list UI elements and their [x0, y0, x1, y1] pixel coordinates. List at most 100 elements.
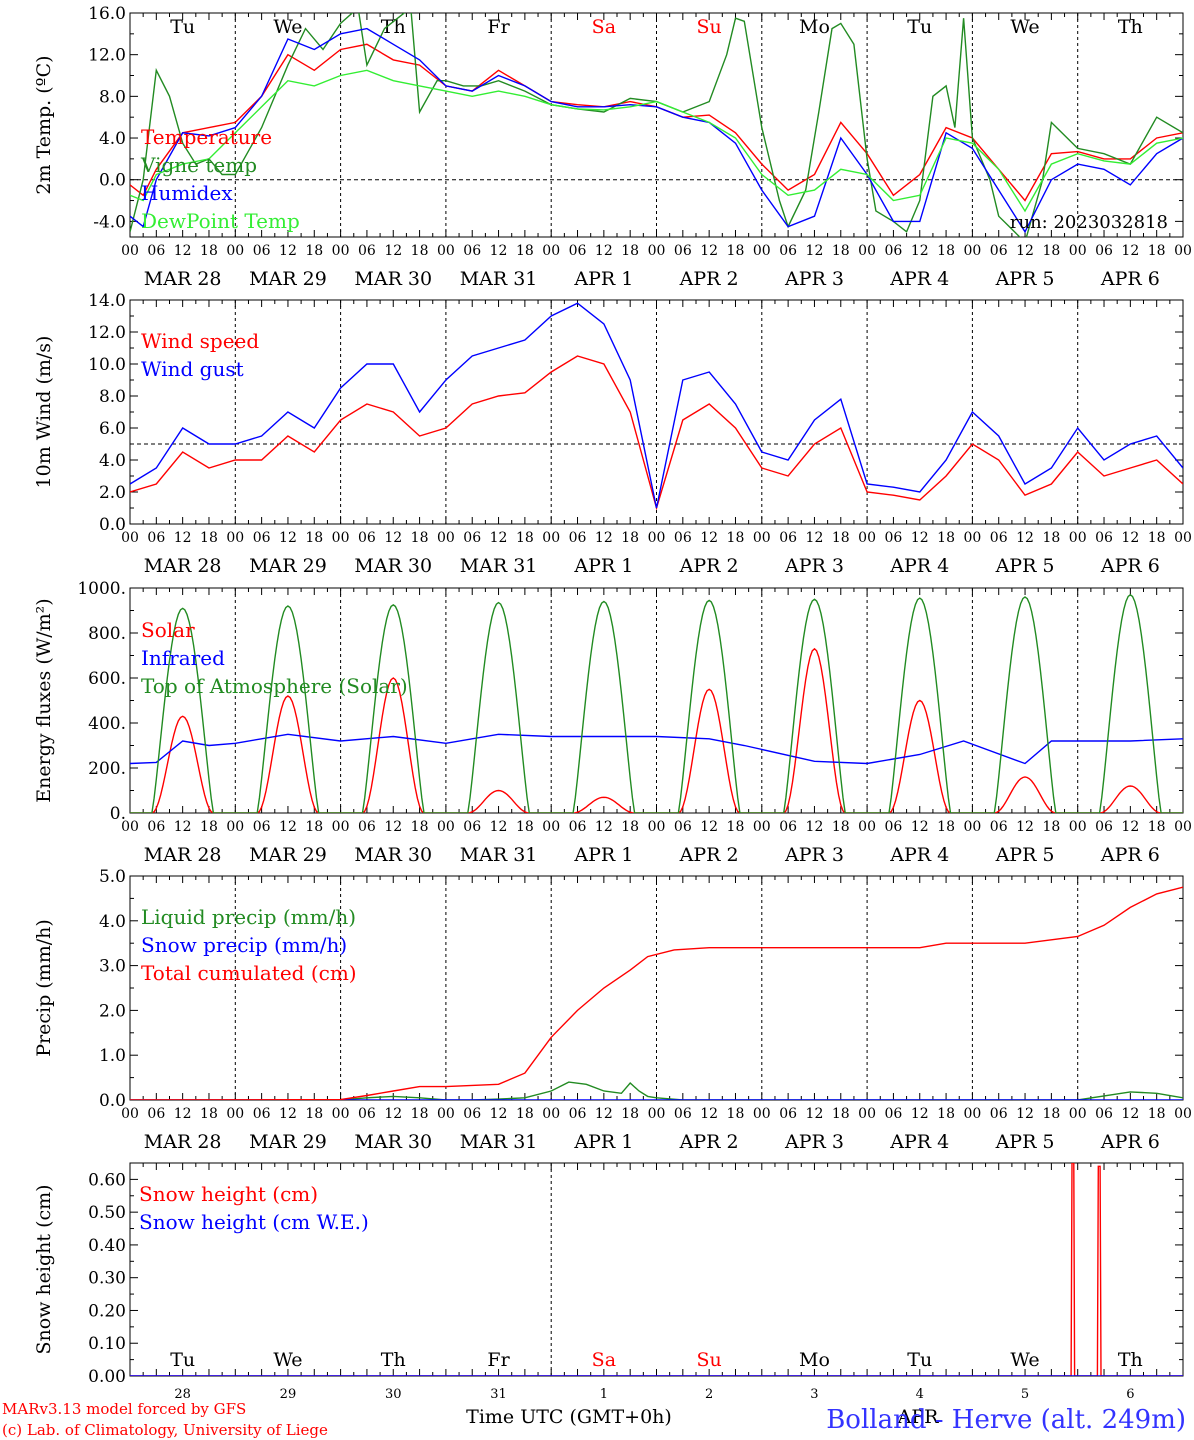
date-label: APR 2 — [679, 1131, 739, 1153]
hour-label: 06 — [147, 243, 165, 259]
y-tick-label: 12.0 — [88, 46, 126, 66]
hour-label: 06 — [253, 243, 271, 259]
hour-label: 12 — [700, 530, 718, 546]
hour-label: 06 — [1095, 243, 1113, 259]
hour-label: 06 — [463, 530, 481, 546]
hour-label: 18 — [1148, 819, 1166, 835]
date-label: APR 5 — [995, 555, 1055, 577]
hour-label: 18 — [621, 1106, 639, 1122]
hour-label: 18 — [305, 819, 323, 835]
x-axis-month: APR — [897, 1406, 940, 1428]
legend-entry: Temperature — [141, 125, 272, 149]
hour-label: 00 — [226, 819, 244, 835]
hour-label: 12 — [1016, 530, 1034, 546]
hour-label: 00 — [121, 1106, 139, 1122]
hour-label: 12 — [174, 243, 192, 259]
weekday-label: Tu — [170, 1349, 195, 1371]
hour-label: 12 — [700, 243, 718, 259]
date-label: APR 2 — [679, 555, 739, 577]
date-label: MAR 30 — [354, 268, 432, 290]
series-line-total-cumulated-cm — [130, 886, 1183, 1100]
hour-label: 18 — [727, 530, 745, 546]
weekday-label: Tu — [907, 1349, 932, 1371]
legend-entry: DewPoint Temp — [141, 209, 300, 233]
day-number: 6 — [1126, 1387, 1134, 1402]
hour-label: 12 — [384, 530, 402, 546]
hour-label: 12 — [911, 819, 929, 835]
date-label: MAR 31 — [460, 844, 538, 866]
legend-entry: Solar — [141, 618, 195, 642]
y-tick-label: 600. — [88, 669, 126, 689]
hour-label: 12 — [911, 1106, 929, 1122]
date-label: MAR 28 — [144, 1131, 222, 1153]
panel-precip: 0.0 1.0 2.0 3.0 4.0 5.0 Precip (mm/h) 00 06 12 18 0… — [33, 867, 1192, 1153]
hour-label: 00 — [858, 819, 876, 835]
hour-label: 00 — [437, 530, 455, 546]
hour-label: 12 — [595, 1106, 613, 1122]
legend-entry: Snow height (cm) — [139, 1182, 318, 1206]
hour-label: 00 — [1174, 530, 1192, 546]
hour-label: 18 — [727, 819, 745, 835]
y-tick-label: 0.0 — [99, 1091, 126, 1111]
date-label: APR 4 — [889, 1131, 949, 1153]
hour-label: 18 — [727, 243, 745, 259]
y-tick-label: 0.40 — [88, 1236, 126, 1256]
weekday-label: Th — [1118, 1349, 1143, 1371]
date-label: APR 1 — [573, 555, 633, 577]
hour-label: 12 — [384, 1106, 402, 1122]
hour-label: 00 — [332, 1106, 350, 1122]
plot-frame — [129, 587, 1184, 814]
hour-label: 18 — [411, 243, 429, 259]
y-tick-label: 0.60 — [88, 1170, 126, 1190]
hour-label: 18 — [1148, 530, 1166, 546]
y-tick-label: 4.0 — [99, 451, 126, 471]
hour-label: 12 — [490, 243, 508, 259]
plot-area — [130, 13, 1183, 237]
y-axis-label: Energy fluxes (W/m²) — [33, 598, 55, 802]
hour-label: 06 — [463, 819, 481, 835]
hour-label: 00 — [226, 243, 244, 259]
weekday-label: Su — [697, 16, 722, 38]
hour-label: 00 — [963, 1106, 981, 1122]
hour-label: 12 — [1121, 1106, 1139, 1122]
weekday-label: Th — [381, 16, 406, 38]
date-label: MAR 28 — [144, 555, 222, 577]
hour-label: 18 — [1148, 1106, 1166, 1122]
day-number: 3 — [810, 1387, 818, 1402]
hour-label: 06 — [569, 243, 587, 259]
hour-label: 18 — [621, 819, 639, 835]
credit-line-1: MARv3.13 model forced by GFS — [2, 1400, 246, 1418]
hour-label: 12 — [595, 530, 613, 546]
hour-label: 06 — [990, 243, 1008, 259]
weekday-label: We — [1010, 1349, 1039, 1371]
date-label: APR 6 — [1100, 1131, 1160, 1153]
day-number: 2 — [705, 1387, 713, 1402]
hour-label: 06 — [358, 530, 376, 546]
hour-label: 18 — [832, 530, 850, 546]
y-tick-label: 1000. — [77, 579, 126, 599]
hour-label: 00 — [332, 243, 350, 259]
date-label: APR 6 — [1100, 268, 1160, 290]
hour-label: 18 — [1042, 530, 1060, 546]
hour-label: 00 — [753, 243, 771, 259]
day-number: 31 — [490, 1387, 507, 1402]
hour-label: 18 — [411, 530, 429, 546]
weekday-label: Tu — [907, 16, 932, 38]
day-number: 28 — [174, 1387, 191, 1402]
hour-label: 00 — [648, 530, 666, 546]
hour-label: 18 — [832, 1106, 850, 1122]
hour-label: 06 — [990, 819, 1008, 835]
plot-area — [130, 886, 1183, 1100]
hour-label: 12 — [1016, 1106, 1034, 1122]
y-tick-label: 5.0 — [99, 867, 126, 887]
y-tick-label: 0.50 — [88, 1203, 126, 1223]
hour-label: 12 — [806, 819, 824, 835]
hour-label: 06 — [253, 530, 271, 546]
date-label: APR 3 — [784, 555, 844, 577]
date-label: APR 1 — [573, 1131, 633, 1153]
legend-entry: Wind gust — [141, 357, 244, 381]
date-label: MAR 30 — [354, 844, 432, 866]
hour-label: 00 — [226, 530, 244, 546]
series-line-dewpoint-temp — [130, 69, 1183, 213]
panel-energy: 0. 200. 400. 600. 800. 1000. Energy fluxes (W/… — [33, 579, 1192, 866]
